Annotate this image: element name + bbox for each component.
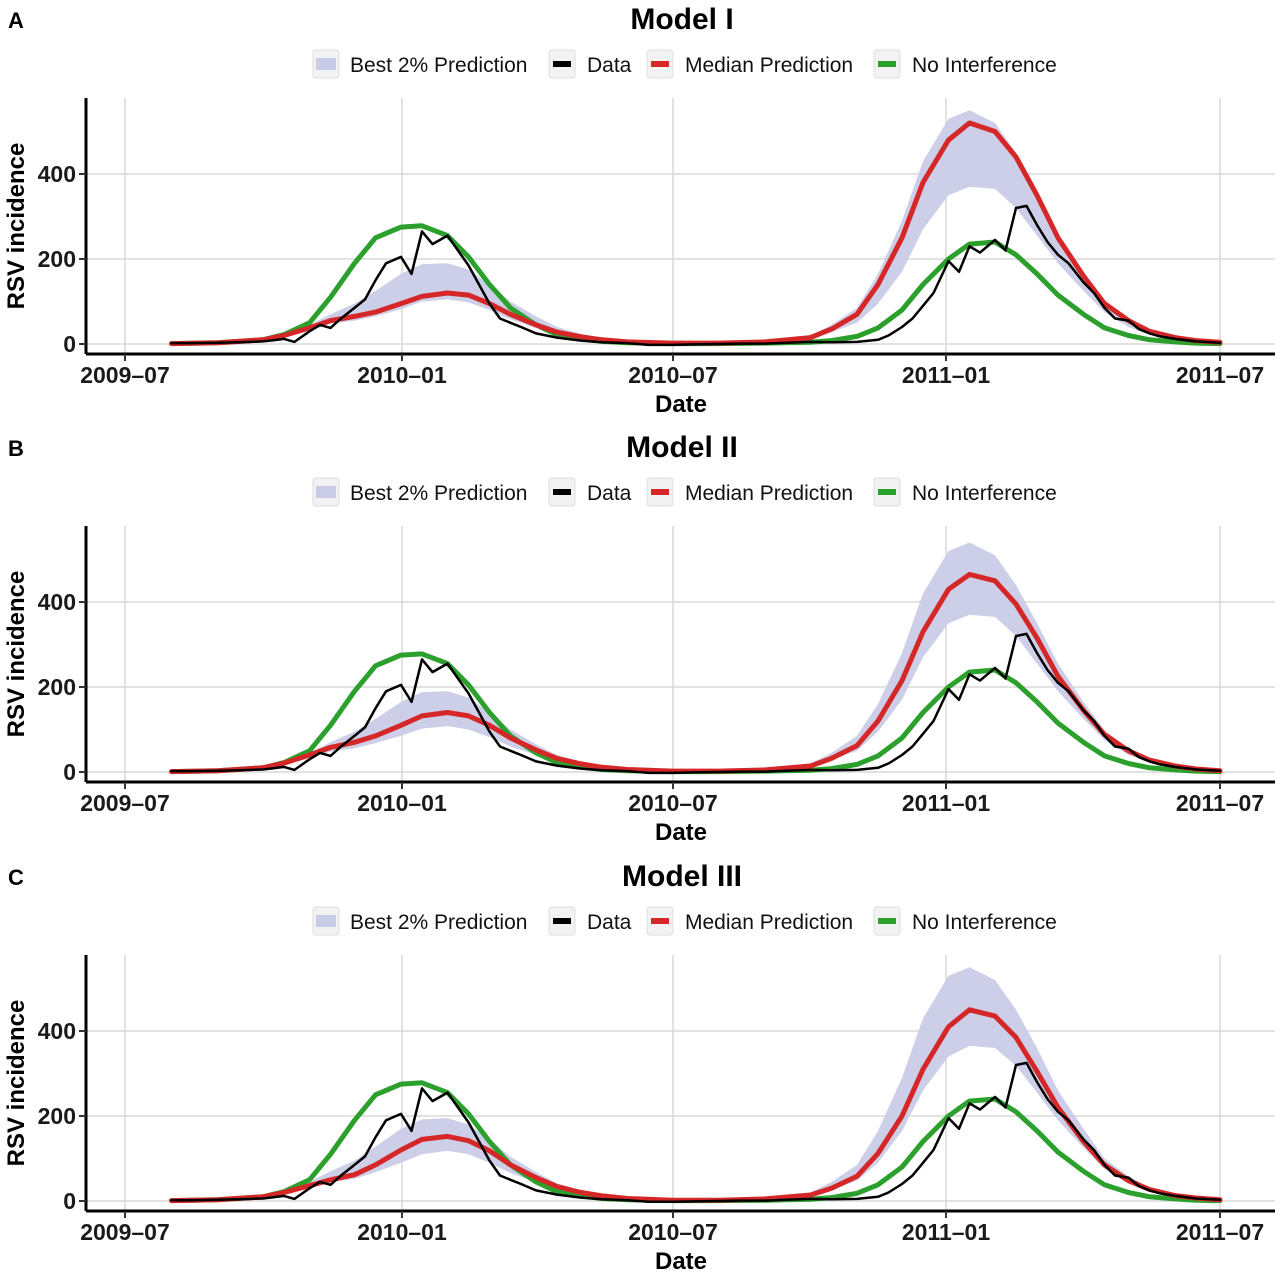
x-tick-label: 2010–07 (628, 1219, 718, 1245)
x-axis-title: Date (655, 819, 707, 846)
legend-key (646, 906, 674, 936)
y-tick-label: 400 (38, 161, 76, 187)
panel-c: C Model III Best 2% Prediction Data Median P… (3, 860, 1275, 1275)
legend-label: No Interference (912, 482, 1057, 505)
y-tick-label: 200 (38, 1103, 76, 1129)
legend-label: Median Prediction (685, 54, 853, 77)
legend-key (312, 906, 340, 936)
y-tick-label: 400 (38, 1018, 76, 1044)
legend-key (312, 49, 340, 79)
y-axis-title: RSV incidence (3, 571, 30, 738)
x-tick-label: 2009–07 (80, 1219, 170, 1245)
x-tick-label: 2009–07 (80, 790, 170, 816)
y-axis-title: RSV incidence (3, 1000, 30, 1167)
legend-label: Best 2% Prediction (350, 911, 527, 934)
panel-title: Model I (630, 3, 733, 36)
x-axis-title: Date (655, 391, 707, 418)
best-2pct-band (171, 542, 1220, 772)
panel-title: Model III (622, 860, 742, 893)
x-tick-label: 2010–01 (357, 362, 447, 388)
legend-label: Median Prediction (685, 911, 853, 934)
legend-key (646, 477, 674, 507)
legend: Best 2% Prediction Data Median Prediction N… (312, 49, 1057, 79)
legend-key (873, 477, 901, 507)
legend-key (646, 49, 674, 79)
x-axis-title: Date (655, 1248, 707, 1275)
legend-key (312, 477, 340, 507)
panel-letter: C (8, 865, 24, 890)
legend: Best 2% Prediction Data Median Prediction N… (312, 906, 1057, 936)
y-tick-label: 400 (38, 589, 76, 615)
legend: Best 2% Prediction Data Median Prediction N… (312, 477, 1057, 507)
legend-label: No Interference (912, 54, 1057, 77)
panel-b: B Model II Best 2% Prediction Data Median Pr… (3, 431, 1275, 846)
x-tick-label: 2010–01 (357, 790, 447, 816)
y-tick-label: 0 (63, 331, 76, 357)
grid (86, 526, 1275, 782)
x-tick-label: 2011–07 (1176, 790, 1264, 816)
legend-band-swatch (316, 915, 336, 927)
legend-key (548, 49, 576, 79)
legend-key (873, 906, 901, 936)
legend-label: Best 2% Prediction (350, 54, 527, 77)
best-2pct-band (171, 967, 1220, 1201)
x-tick-label: 2011–01 (902, 362, 990, 388)
legend-band-swatch (316, 58, 336, 70)
best-2pct-band (171, 110, 1220, 344)
x-tick-label: 2011–07 (1176, 1219, 1264, 1245)
grid (86, 955, 1275, 1211)
panel-letter: B (8, 436, 24, 461)
x-tick-label: 2010–07 (628, 362, 718, 388)
legend-label: No Interference (912, 911, 1057, 934)
legend-label: Data (587, 482, 632, 505)
data-line (170, 1061, 1222, 1204)
legend-label: Data (587, 911, 632, 934)
legend-key (548, 906, 576, 936)
x-tick-label: 2010–07 (628, 790, 718, 816)
data-line (170, 204, 1222, 347)
y-tick-label: 0 (63, 759, 76, 785)
legend-key (548, 477, 576, 507)
x-tick-label: 2010–01 (357, 1219, 447, 1245)
median-prediction-line (169, 120, 1223, 347)
x-tick-label: 2009–07 (80, 362, 170, 388)
x-tick-label: 2011–07 (1176, 362, 1264, 388)
y-tick-label: 200 (38, 246, 76, 272)
legend-label: Median Prediction (685, 482, 853, 505)
y-tick-label: 200 (38, 674, 76, 700)
x-tick-label: 2011–01 (902, 790, 990, 816)
legend-label: Best 2% Prediction (350, 482, 527, 505)
panel-a: A Model I Best 2% Prediction Data Median Pre… (3, 3, 1275, 418)
y-axis-title: RSV incidence (3, 143, 30, 310)
grid (86, 98, 1275, 354)
y-tick-label: 0 (63, 1188, 76, 1214)
data-line (170, 632, 1222, 775)
panel-letter: A (8, 8, 24, 33)
legend-key (873, 49, 901, 79)
x-tick-label: 2011–01 (902, 1219, 990, 1245)
panel-title: Model II (626, 431, 738, 464)
legend-label: Data (587, 54, 632, 77)
legend-band-swatch (316, 486, 336, 498)
